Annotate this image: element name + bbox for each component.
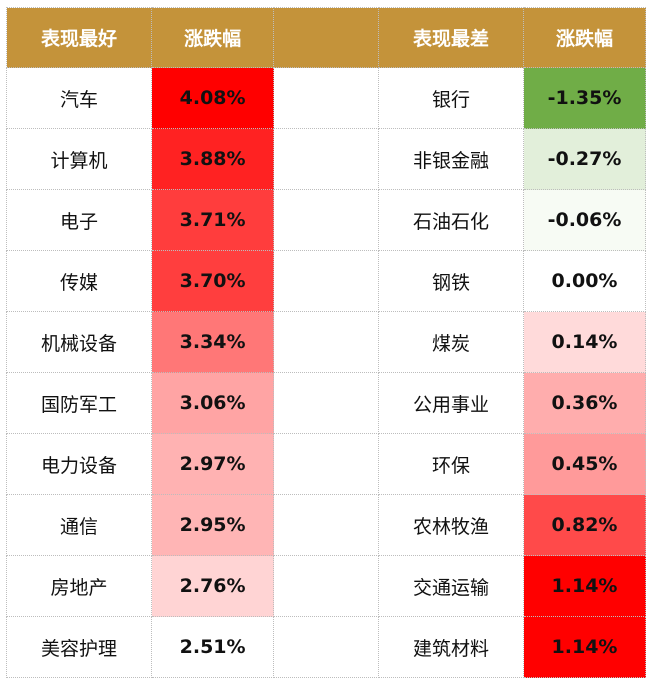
spacer-cell [273, 494, 379, 556]
industry-performance-table: 表现最好 涨跌幅 表现最差 涨跌幅 汽车 4.08% 银行 -1.35% 计算机… [5, 7, 646, 678]
worst-industry-name: 交通运输 [377, 555, 525, 617]
best-change-value: 3.34% [151, 311, 275, 373]
best-change-value: 2.95% [151, 494, 275, 556]
table-row: 电子 3.71% 石油石化 -0.06% [5, 189, 646, 251]
worst-industry-name: 石油石化 [377, 189, 525, 251]
header-row: 表现最好 涨跌幅 表现最差 涨跌幅 [5, 7, 646, 68]
worst-industry-name: 煤炭 [377, 311, 525, 373]
spacer-cell [273, 311, 379, 373]
best-change-value: 2.76% [151, 555, 275, 617]
best-change-value: 3.06% [151, 372, 275, 434]
worst-industry-name: 农林牧渔 [377, 494, 525, 556]
spacer-cell [273, 250, 379, 312]
spacer-cell [273, 433, 379, 495]
best-change-value: 3.70% [151, 250, 275, 312]
best-industry-name: 电子 [5, 189, 153, 251]
table-row: 机械设备 3.34% 煤炭 0.14% [5, 311, 646, 373]
spacer-cell [273, 128, 379, 190]
best-industry-name: 美容护理 [5, 616, 153, 678]
spacer-header [273, 7, 379, 68]
worst-industry-name: 公用事业 [377, 372, 525, 434]
best-industry-name: 国防军工 [5, 372, 153, 434]
worst-industry-name: 钢铁 [377, 250, 525, 312]
worst-change-value: -0.27% [523, 128, 646, 190]
table-row: 汽车 4.08% 银行 -1.35% [5, 67, 646, 129]
worst-change-value: -0.06% [523, 189, 646, 251]
best-change-value: 3.88% [151, 128, 275, 190]
worst-header: 表现最差 [377, 7, 525, 68]
best-change-value: 2.51% [151, 616, 275, 678]
best-header: 表现最好 [5, 7, 153, 68]
best-industry-name: 房地产 [5, 555, 153, 617]
spacer-cell [273, 372, 379, 434]
table-row: 房地产 2.76% 交通运输 1.14% [5, 555, 646, 617]
best-change-value: 2.97% [151, 433, 275, 495]
best-change-value: 4.08% [151, 67, 275, 129]
table-row: 通信 2.95% 农林牧渔 0.82% [5, 494, 646, 556]
spacer-cell [273, 189, 379, 251]
worst-change-value: 0.82% [523, 494, 646, 556]
best-industry-name: 计算机 [5, 128, 153, 190]
worst-change-value: 0.45% [523, 433, 646, 495]
worst-change-value: 1.14% [523, 555, 646, 617]
best-industry-name: 汽车 [5, 67, 153, 129]
table-row: 电力设备 2.97% 环保 0.45% [5, 433, 646, 495]
best-industry-name: 传媒 [5, 250, 153, 312]
best-change-header: 涨跌幅 [151, 7, 275, 68]
worst-industry-name: 环保 [377, 433, 525, 495]
table-row: 国防军工 3.06% 公用事业 0.36% [5, 372, 646, 434]
worst-change-value: 0.00% [523, 250, 646, 312]
worst-industry-name: 非银金融 [377, 128, 525, 190]
worst-industry-name: 建筑材料 [377, 616, 525, 678]
best-industry-name: 电力设备 [5, 433, 153, 495]
best-industry-name: 机械设备 [5, 311, 153, 373]
spacer-cell [273, 616, 379, 678]
worst-industry-name: 银行 [377, 67, 525, 129]
best-industry-name: 通信 [5, 494, 153, 556]
spacer-cell [273, 555, 379, 617]
best-change-value: 3.71% [151, 189, 275, 251]
worst-change-header: 涨跌幅 [523, 7, 646, 68]
worst-change-value: 0.14% [523, 311, 646, 373]
spacer-cell [273, 67, 379, 129]
worst-change-value: 1.14% [523, 616, 646, 678]
worst-change-value: -1.35% [523, 67, 646, 129]
performance-table-container: 表现最好 涨跌幅 表现最差 涨跌幅 汽车 4.08% 银行 -1.35% 计算机… [5, 7, 646, 679]
table-row: 美容护理 2.51% 建筑材料 1.14% [5, 616, 646, 678]
worst-change-value: 0.36% [523, 372, 646, 434]
table-row: 传媒 3.70% 钢铁 0.00% [5, 250, 646, 312]
table-row: 计算机 3.88% 非银金融 -0.27% [5, 128, 646, 190]
